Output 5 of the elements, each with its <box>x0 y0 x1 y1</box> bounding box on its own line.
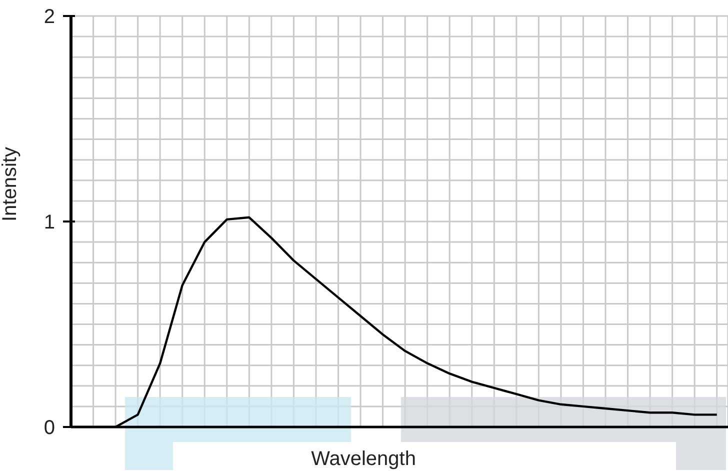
y-tick-label: 0 <box>44 417 55 439</box>
y-tick-label: 1 <box>44 212 55 234</box>
x-axis-title: Wavelength <box>311 448 416 470</box>
y-tick-label: 2 <box>44 6 55 28</box>
y-axis-title: Intensity <box>0 147 22 222</box>
